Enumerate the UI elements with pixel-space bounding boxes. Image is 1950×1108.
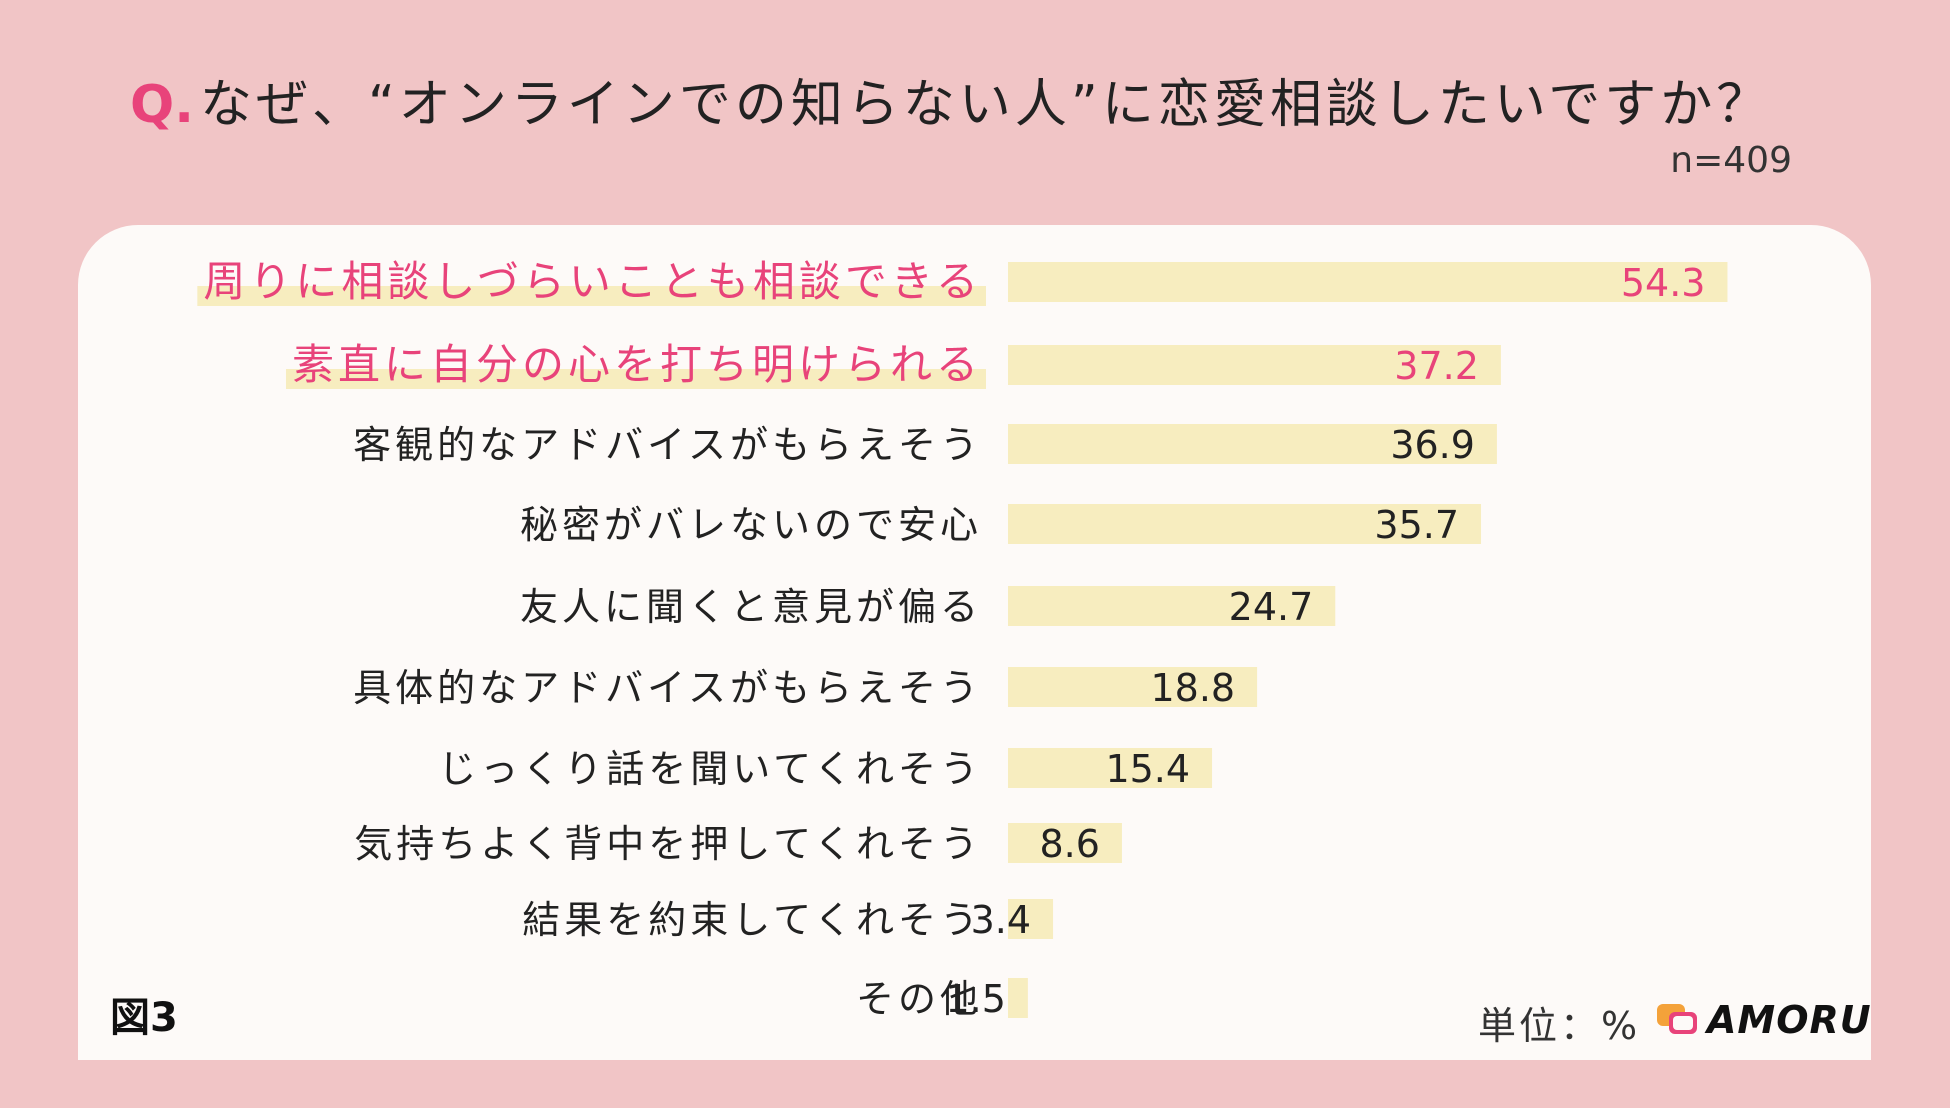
category-label: 周りに相談しづらいことも相談できる: [203, 257, 982, 306]
bar: [1008, 586, 1336, 626]
unit-label: 単位：%: [1478, 1004, 1641, 1048]
bar: [1008, 424, 1497, 464]
category-label: 気持ちよく背中を押してくれそう: [354, 822, 982, 866]
bar: [1008, 504, 1482, 544]
bar: [1008, 667, 1258, 707]
category-label: その他: [856, 977, 982, 1021]
highlight-marker: [285, 369, 986, 389]
category-label: 友人に聞くと意見が偏る: [520, 585, 982, 629]
value-label: 15.4: [1105, 747, 1190, 791]
bar: [1008, 899, 1054, 939]
category-label: 客観的なアドバイスがもらえそう: [353, 423, 982, 467]
chart-card: [78, 225, 1871, 1060]
sample-size: n=409: [1670, 140, 1792, 181]
bar: [1008, 748, 1213, 788]
category-label: じっくり話を聞いてくれそう: [438, 747, 982, 791]
question-text: なぜ、“オンラインでの知らない人”に恋愛相談したいですか？: [199, 75, 1773, 135]
value-label: 37.2: [1394, 344, 1479, 388]
value-label: 1.5: [945, 977, 1005, 1021]
category-label: 素直に自分の心を打ち明けられる: [292, 340, 982, 389]
question-mark-label: Q.: [130, 75, 194, 135]
figure-label: 図3: [110, 995, 178, 1041]
brand-name: AMORU: [1707, 998, 1872, 1042]
category-label: 具体的なアドバイスがもらえそう: [353, 666, 982, 710]
value-label: 8.6: [1040, 822, 1100, 866]
chat-bubble-icon: [1657, 1004, 1697, 1034]
bar: [1008, 978, 1028, 1018]
chart-title: Q. なぜ、“オンラインでの知らない人”に恋愛相談したいですか？: [130, 62, 1830, 137]
category-label: 結果を約束してくれそう: [522, 898, 982, 942]
value-label: 3.4: [971, 898, 1031, 942]
value-label: 35.7: [1374, 503, 1459, 547]
bar: [1008, 262, 1728, 302]
value-label: 36.9: [1390, 423, 1475, 467]
value-label: 24.7: [1229, 585, 1314, 629]
category-label: 秘密がバレないので安心: [520, 503, 982, 547]
bar: [1008, 823, 1122, 863]
highlight-marker: [197, 286, 986, 306]
value-label: 18.8: [1150, 666, 1235, 710]
bar: [1008, 345, 1501, 385]
brand-logo: AMORU: [1655, 998, 1872, 1042]
value-label: 54.3: [1621, 261, 1706, 305]
